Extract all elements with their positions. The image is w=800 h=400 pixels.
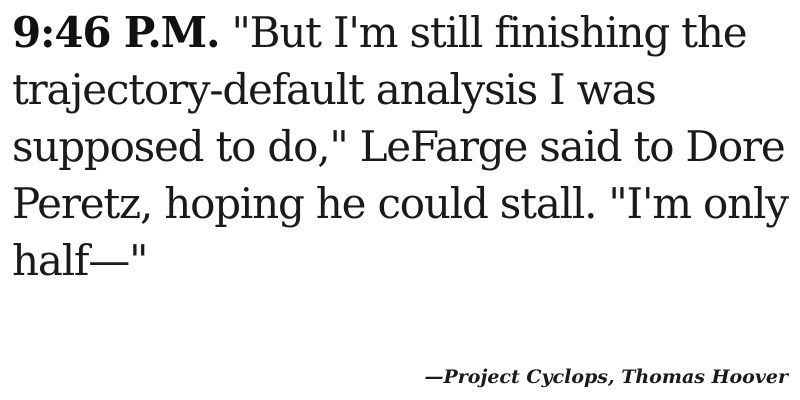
quote-time: 9:46 P.M. xyxy=(12,8,221,57)
quote-text: "But I'm still finishing the trajectory-… xyxy=(12,8,789,285)
quote-passage: 9:46 P.M. "But I'm still finishing the t… xyxy=(12,4,792,289)
quote-attribution: —Project Cyclops, Thomas Hoover xyxy=(424,366,788,388)
